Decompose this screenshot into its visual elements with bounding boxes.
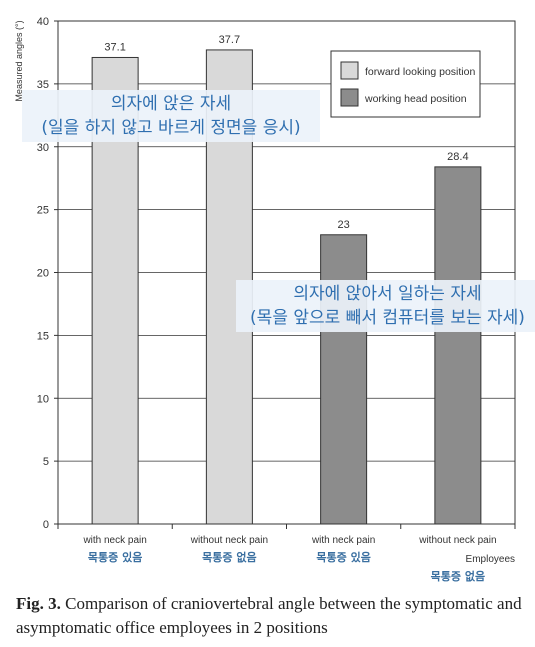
- y-tick-label: 5: [43, 456, 49, 468]
- y-tick-label: 40: [37, 16, 49, 28]
- annotation-working-posture: 의자에 앉아서 일하는 자세 (목을 앞으로 빼서 컴퓨터를 보는 자세): [236, 280, 535, 332]
- bar-value-label: 23: [338, 219, 350, 231]
- y-tick-label: 30: [37, 142, 49, 154]
- legend-box: [330, 50, 481, 118]
- bar-value-label: 28.4: [447, 151, 468, 163]
- y-tick-labels: 0 5 10 15 20 25 30 35 40: [37, 16, 49, 531]
- bar-chart: 37.1 37.7 23 28.4 0 5 10 15 20 25 30 35 40 with nec…: [14, 16, 516, 583]
- caption-label: Fig. 3.: [16, 594, 61, 613]
- legend: forward looking position working head pos…: [330, 50, 481, 118]
- annotation-line: 의자에 앉아서 일하는 자세: [293, 284, 482, 304]
- caption-text: Comparison of craniovertebral angle betw…: [16, 594, 522, 637]
- y-tick-label: 20: [37, 268, 49, 280]
- y-tick-label: 10: [37, 393, 49, 405]
- annotation-line: (목을 앞으로 빼서 컴퓨터를 보는 자세): [250, 308, 525, 328]
- y-tick-label: 0: [43, 519, 49, 531]
- y-tick-label: 15: [37, 330, 49, 342]
- x-axis-label: Employees: [466, 554, 515, 565]
- x-category-labels: with neck pain 목통증 있음 without neck pain 목통증…: [82, 535, 496, 583]
- legend-swatch: [340, 88, 359, 107]
- axes-group: [54, 20, 516, 529]
- bar: [434, 166, 482, 525]
- x-category-label: with neck pain: [82, 535, 146, 546]
- y-tick-label: 35: [37, 79, 49, 91]
- annotation-line: (일을 하지 않고 바르게 정면을 응시): [41, 118, 301, 138]
- x-category-label-korean: 목통증 없음: [431, 570, 485, 583]
- legend-swatch: [340, 61, 359, 80]
- figure-caption: Fig. 3. Comparison of craniovertebral an…: [16, 592, 531, 640]
- bar-value-label: 37.7: [219, 34, 240, 46]
- x-category-label: with neck pain: [311, 535, 375, 546]
- legend-entry: working head position: [364, 93, 467, 105]
- legend-entry: forward looking position: [365, 66, 475, 78]
- bar: [320, 234, 368, 525]
- annotation-sitting-posture: 의자에 앉은 자세 (일을 하지 않고 바르게 정면을 응시): [22, 90, 320, 142]
- x-category-label-korean: 목통증 없음: [202, 551, 256, 564]
- bar-value-label: 37.1: [104, 41, 125, 53]
- x-category-label: without neck pain: [190, 535, 268, 546]
- x-category-label: without neck pain: [418, 535, 496, 546]
- x-category-label-korean: 목통증 있음: [316, 551, 370, 564]
- y-axis-label: Measured angles (°): [14, 20, 24, 101]
- annotation-line: 의자에 앉은 자세: [110, 94, 232, 114]
- x-category-label-korean: 목통증 있음: [88, 551, 142, 564]
- y-tick-label: 25: [37, 205, 49, 217]
